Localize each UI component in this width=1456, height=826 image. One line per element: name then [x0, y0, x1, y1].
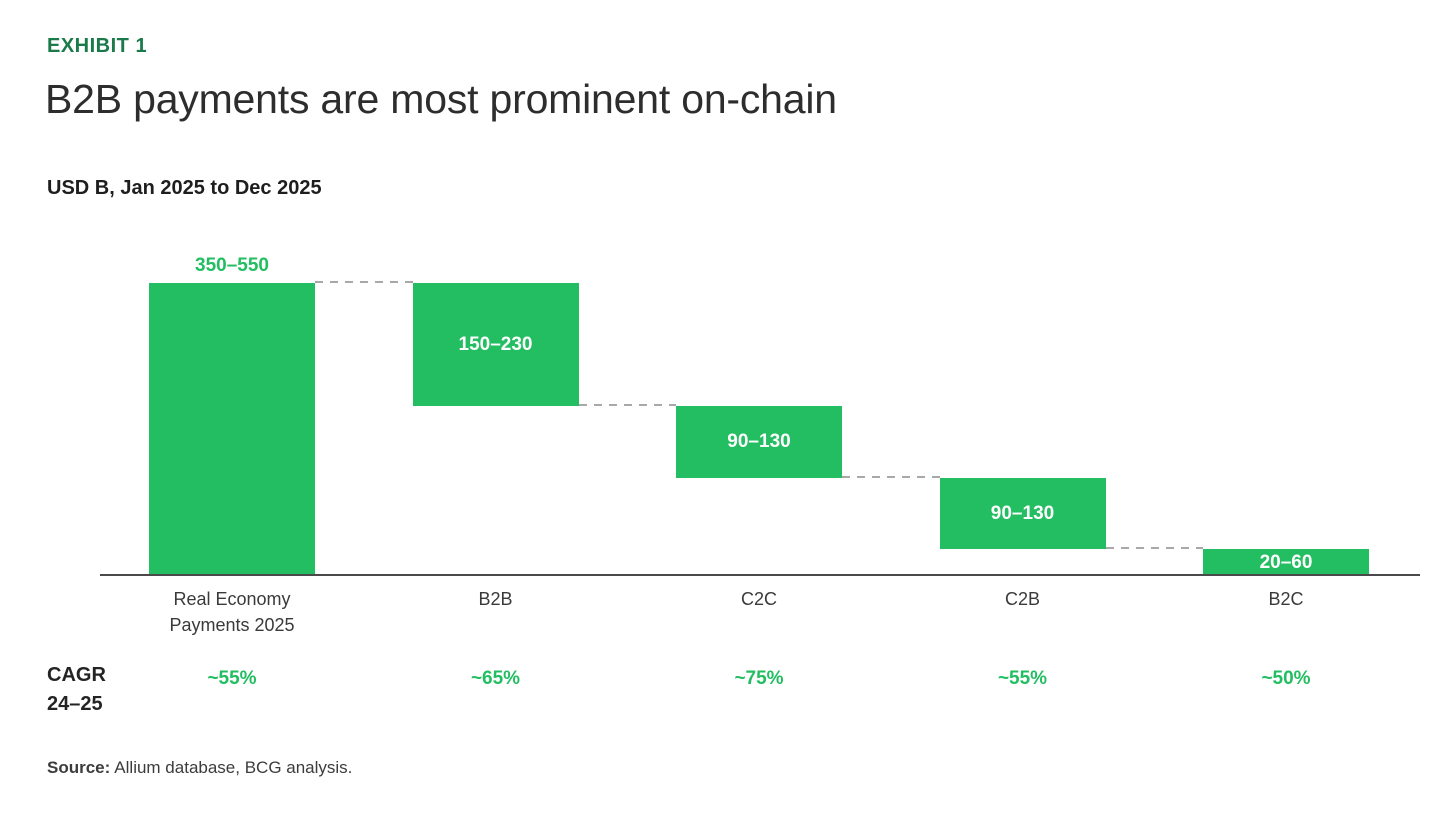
waterfall-connector	[842, 475, 940, 478]
value-label: 90–130	[727, 431, 791, 453]
x-axis-line	[100, 574, 1420, 576]
waterfall-connector	[1105, 547, 1203, 550]
cagr-row-label: CAGR 24–25	[47, 661, 106, 719]
waterfall-bar-b2c: 20–60	[1203, 549, 1369, 575]
waterfall-bar-b2b: 150–230	[412, 283, 579, 407]
source-line: Source: Allium database, BCG analysis.	[47, 758, 352, 778]
waterfall-connector	[578, 404, 676, 407]
cagr-value: ~50%	[1261, 668, 1311, 689]
waterfall-connector	[315, 281, 413, 283]
cagr-row-label-line1: CAGR	[47, 664, 106, 686]
category-label: B2B	[478, 589, 513, 609]
cagr-value: ~55%	[997, 668, 1048, 689]
page-title: B2B payments are most prominent on-chain	[45, 76, 837, 122]
category-label: Real Economy Payments 2025	[169, 589, 295, 635]
cagr-value: ~65%	[470, 668, 521, 689]
source-label: Source:	[47, 758, 111, 777]
source-text: Allium database, BCG analysis.	[114, 758, 353, 777]
category-label: C2C	[740, 589, 777, 609]
cagr-value: ~55%	[207, 668, 257, 689]
cagr-value: ~75%	[734, 668, 784, 689]
waterfall-bar-c2b: 90–130	[939, 477, 1106, 550]
value-label: 350–550	[195, 255, 269, 276]
chart-subtitle-units: USD B, Jan 2025 to Dec 2025	[47, 177, 322, 199]
category-label: B2C	[1268, 589, 1304, 609]
value-label: 150–230	[458, 334, 533, 356]
value-label: 20–60	[1259, 551, 1313, 573]
waterfall-bar-real-economy-payments-2025	[149, 283, 315, 575]
value-label: 90–130	[990, 502, 1055, 524]
category-label: C2B	[1004, 589, 1040, 609]
exhibit-label: EXHIBIT 1	[47, 35, 148, 57]
cagr-row-label-line2: 24–25	[47, 693, 103, 715]
waterfall-bar-c2c: 90–130	[676, 406, 842, 478]
